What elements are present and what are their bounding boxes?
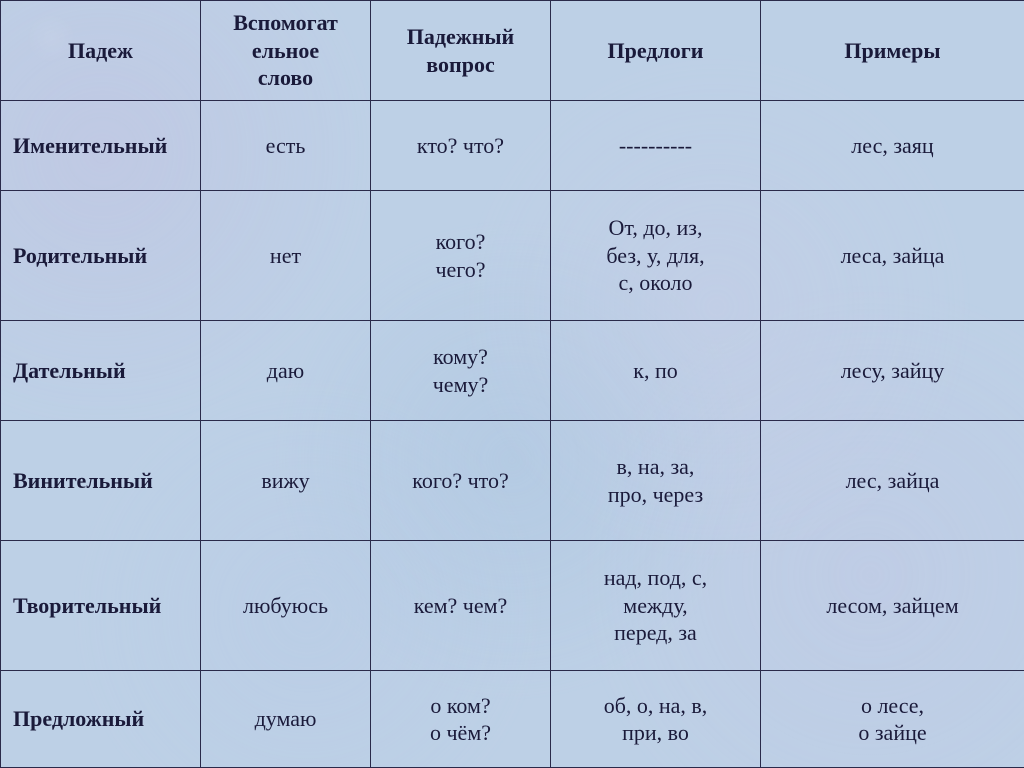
col-header-question: Падежныйвопрос — [371, 1, 551, 101]
table-row: Именительный есть кто? что? ---------- л… — [1, 101, 1024, 191]
cell-prep: над, под, с,между,перед, за — [551, 541, 761, 671]
cell-question: кому?чему? — [371, 321, 551, 421]
cell-prep: ---------- — [551, 101, 761, 191]
table-body: Именительный есть кто? что? ---------- л… — [1, 101, 1024, 768]
cell-case: Дательный — [1, 321, 201, 421]
cell-aux: есть — [201, 101, 371, 191]
table-row: Предложный думаю о ком?о чём? об, о, на,… — [1, 671, 1024, 768]
cell-case: Творительный — [1, 541, 201, 671]
cell-example: лес, заяц — [761, 101, 1024, 191]
table-row: Винительный вижу кого? что? в, на, за,пр… — [1, 421, 1024, 541]
cell-prep: к, по — [551, 321, 761, 421]
cell-prep: в, на, за,про, через — [551, 421, 761, 541]
table-row: Дательный даю кому?чему? к, по лесу, зай… — [1, 321, 1024, 421]
cases-table: Падеж Вспомогательноеслово Падежныйвопро… — [0, 0, 1024, 768]
cell-example: лес, зайца — [761, 421, 1024, 541]
cell-aux: думаю — [201, 671, 371, 768]
cell-aux: вижу — [201, 421, 371, 541]
cell-question: кто? что? — [371, 101, 551, 191]
col-header-aux: Вспомогательноеслово — [201, 1, 371, 101]
cell-aux: любуюсь — [201, 541, 371, 671]
cell-aux: даю — [201, 321, 371, 421]
cell-example: о лесе,о зайце — [761, 671, 1024, 768]
cell-question: о ком?о чём? — [371, 671, 551, 768]
cell-case: Винительный — [1, 421, 201, 541]
cell-case: Родительный — [1, 191, 201, 321]
cell-example: леса, зайца — [761, 191, 1024, 321]
cell-question: кого? что? — [371, 421, 551, 541]
cell-example: лесом, зайцем — [761, 541, 1024, 671]
cell-case: Именительный — [1, 101, 201, 191]
cell-case: Предложный — [1, 671, 201, 768]
cell-prep: От, до, из,без, у, для,с, около — [551, 191, 761, 321]
cell-question: кого?чего? — [371, 191, 551, 321]
col-header-case: Падеж — [1, 1, 201, 101]
col-header-prep: Предлоги — [551, 1, 761, 101]
cell-example: лесу, зайцу — [761, 321, 1024, 421]
cell-prep: об, о, на, в,при, во — [551, 671, 761, 768]
cell-question: кем? чем? — [371, 541, 551, 671]
cell-aux: нет — [201, 191, 371, 321]
table-row: Творительный любуюсь кем? чем? над, под,… — [1, 541, 1024, 671]
table-row: Родительный нет кого?чего? От, до, из,бе… — [1, 191, 1024, 321]
col-header-example: Примеры — [761, 1, 1024, 101]
table-header-row: Падеж Вспомогательноеслово Падежныйвопро… — [1, 1, 1024, 101]
